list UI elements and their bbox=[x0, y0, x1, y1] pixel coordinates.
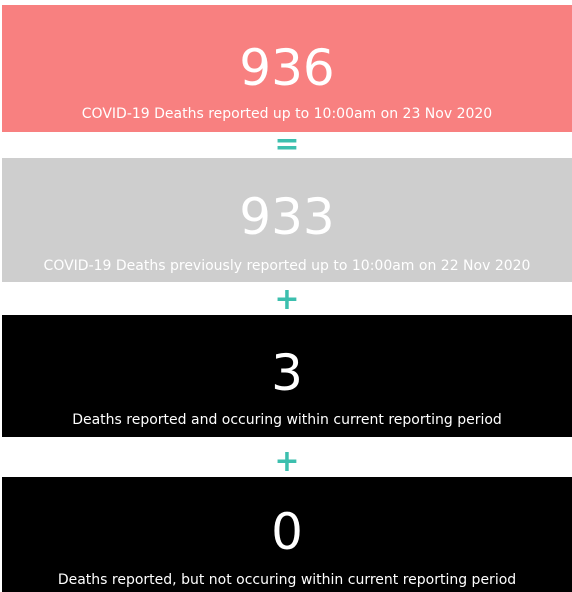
card-within: 3 Deaths reported and occuring within cu… bbox=[2, 315, 572, 437]
card-value: 936 bbox=[239, 39, 335, 97]
card-outside: 0 Deaths reported, but not occuring with… bbox=[2, 477, 572, 592]
card-label: Deaths reported, but not occuring within… bbox=[57, 572, 517, 588]
operator: = bbox=[274, 127, 300, 162]
card-value: 0 bbox=[271, 503, 303, 561]
card-total: 936 COVID-19 Deaths reported up to 10:00… bbox=[2, 5, 572, 132]
card-value: 3 bbox=[271, 344, 303, 402]
card-label: Deaths reported and occuring within curr… bbox=[72, 412, 502, 428]
card-value: 933 bbox=[239, 188, 335, 246]
card-label: COVID-19 Deaths previously reported up t… bbox=[43, 258, 531, 274]
card-previous: 933 COVID-19 Deaths previously reported … bbox=[2, 158, 572, 282]
card-label: COVID-19 Deaths reported up to 10:00am o… bbox=[81, 106, 493, 122]
operator: + bbox=[274, 444, 300, 479]
operator: + bbox=[274, 282, 300, 317]
